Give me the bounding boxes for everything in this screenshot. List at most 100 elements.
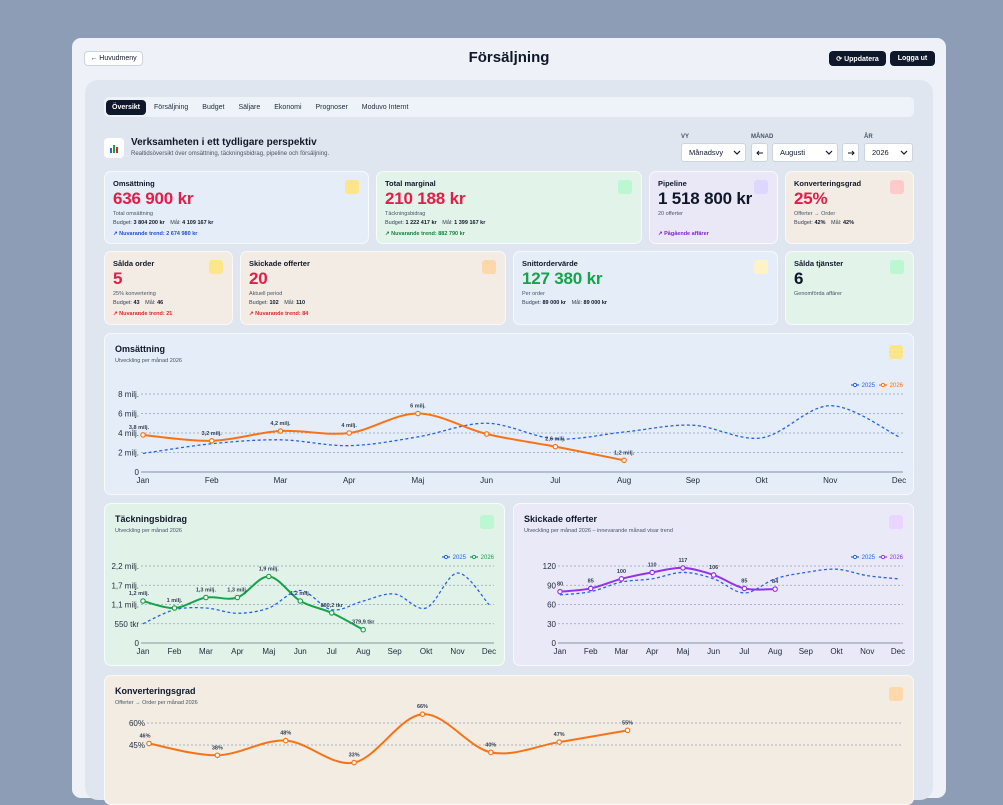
- tab[interactable]: Säljare: [238, 103, 261, 111]
- legend-swatch-dot: [852, 554, 858, 560]
- chart-icon: [480, 515, 494, 529]
- kpi-trend: ↗ Nuvarande trend: 21: [113, 311, 173, 317]
- x-tick-label: Dec: [891, 647, 905, 656]
- data-point: [297, 598, 304, 604]
- x-tick-label: Sep: [799, 647, 814, 656]
- kpi-note: Täckningsbidrag: [385, 211, 426, 217]
- kpi-note: Genomförda affärer: [794, 291, 842, 297]
- chart: 0 2 milj. 4 milj. 6 milj. 8 milj. Jan Feb Mar Ap…: [118, 382, 906, 485]
- data-point: [171, 605, 178, 611]
- chart-panel: Konverteringsgrad Offerter → Order per må…: [104, 675, 914, 805]
- y-tick-label: 0: [135, 639, 140, 648]
- next-month-button[interactable]: [842, 143, 859, 162]
- refresh-button[interactable]: ⟳ Uppdatera: [829, 51, 886, 66]
- chart-title: Omsättning: [115, 344, 166, 354]
- x-tick-label: Jul: [739, 647, 749, 656]
- goal-value: 110: [296, 300, 306, 306]
- kpi-title: Total marginal: [385, 179, 436, 188]
- data-point: [214, 752, 221, 759]
- x-tick-label: Okt: [755, 476, 768, 485]
- x-tick-label: Nov: [860, 647, 874, 656]
- kpi-title: Snittordervärde: [522, 259, 578, 268]
- tab[interactable]: Budget: [202, 103, 225, 111]
- kpi-budget: Budget: 89 000 kr Mål: 89 000 kr: [522, 300, 607, 306]
- tab-bar: Översikt Försäljning Budget Säljare Ekonomi P…: [104, 97, 914, 117]
- x-tick-label: Sep: [388, 647, 403, 656]
- kpi-card: Skickade offerter 20 Aktuell period Budget:…: [240, 251, 506, 325]
- legend-label: 2026: [890, 555, 904, 561]
- kpi-value: 1 518 800 kr: [658, 189, 753, 208]
- kpi-icon: [754, 180, 768, 194]
- chevron: [900, 150, 908, 155]
- legend-swatch-dot: [471, 554, 477, 560]
- y-tick-label: 60%: [129, 719, 145, 728]
- tab[interactable]: Moduvo Internt: [361, 103, 409, 111]
- x-tick-label: Jun: [294, 647, 307, 656]
- data-label: 84: [772, 579, 779, 585]
- y-tick-label: 0: [552, 639, 557, 648]
- goal-value: 46: [157, 300, 164, 306]
- year-select[interactable]: 2026: [864, 143, 913, 162]
- prev-month-button[interactable]: [751, 143, 768, 162]
- x-tick-label: Aug: [768, 647, 782, 656]
- kpi-value: 127 380 kr: [522, 269, 603, 288]
- back-button[interactable]: ← Huvudmeny: [84, 51, 143, 66]
- section-subtitle: Realtidsöversikt över omsättning, täckni…: [131, 151, 330, 157]
- data-point: [234, 594, 241, 601]
- data-point: [649, 569, 655, 576]
- data-point: [208, 438, 215, 444]
- tab[interactable]: Ekonomi: [274, 103, 302, 111]
- budget-label: Budget:: [249, 300, 268, 306]
- data-label: 106: [709, 565, 718, 571]
- chart-icon: [889, 345, 903, 359]
- tab[interactable]: Försäljning: [154, 103, 189, 111]
- data-label: 47%: [554, 732, 565, 738]
- x-tick-label: Apr: [231, 647, 244, 656]
- y-tick-label: 2,2 milj.: [111, 562, 139, 571]
- kpi-trend: ↗ Nuvarande trend: 84: [249, 311, 309, 317]
- tab[interactable]: Prognoser: [315, 103, 348, 111]
- filter-label: VY: [681, 134, 690, 140]
- data-point: [552, 443, 559, 450]
- goal-label: Mål:: [831, 220, 842, 226]
- month-select[interactable]: Augusti: [772, 143, 838, 162]
- data-label: 38%: [212, 745, 223, 751]
- x-tick-label: Feb: [205, 476, 219, 485]
- goal-value: 89 000 kr: [583, 300, 608, 306]
- kpi-title: Konverteringsgrad: [794, 179, 862, 188]
- data-label: 3,2 milj.: [202, 431, 223, 437]
- x-tick-label: Jul: [327, 647, 337, 656]
- data-label: 110: [648, 562, 657, 568]
- x-tick-label: Sep: [686, 476, 701, 485]
- goal-label: Mål:: [284, 300, 295, 306]
- series-line: [142, 572, 490, 625]
- kpi-note: Offerter → Order: [794, 211, 836, 217]
- data-label: 85: [741, 578, 747, 584]
- x-tick-label: Okt: [420, 647, 433, 656]
- data-point: [140, 432, 146, 438]
- view-select[interactable]: Månadsvy: [681, 143, 746, 162]
- x-tick-label: Apr: [646, 647, 659, 656]
- goal-label: Mål:: [571, 300, 582, 306]
- section-icon-glyph: [110, 145, 118, 153]
- budget-label: Budget:: [385, 220, 404, 226]
- y-tick-label: 1,7 milj.: [111, 581, 139, 590]
- data-point: [587, 585, 594, 592]
- series-line: [148, 713, 628, 765]
- y-tick-label: 4 milj.: [118, 429, 139, 438]
- kpi-value: 636 900 kr: [113, 189, 194, 208]
- x-tick-label: Jun: [707, 647, 720, 656]
- x-tick-label: Feb: [584, 647, 598, 656]
- data-label: 40%: [485, 742, 496, 748]
- x-tick-label: Nov: [823, 476, 837, 485]
- data-point: [557, 588, 563, 595]
- goal-value: 4 109 167 kr: [182, 220, 214, 226]
- arrow-left: [755, 150, 763, 155]
- y-tick-label: 6 milj.: [118, 410, 139, 419]
- data-label: 1,9 milj.: [259, 567, 280, 573]
- data-label: 379,9 tkr: [352, 620, 375, 626]
- tab[interactable]: Översikt: [106, 99, 147, 115]
- data-label: 46%: [139, 734, 150, 740]
- logout-button[interactable]: Logga ut: [890, 51, 935, 66]
- y-tick-label: 1,1 milj.: [111, 601, 139, 610]
